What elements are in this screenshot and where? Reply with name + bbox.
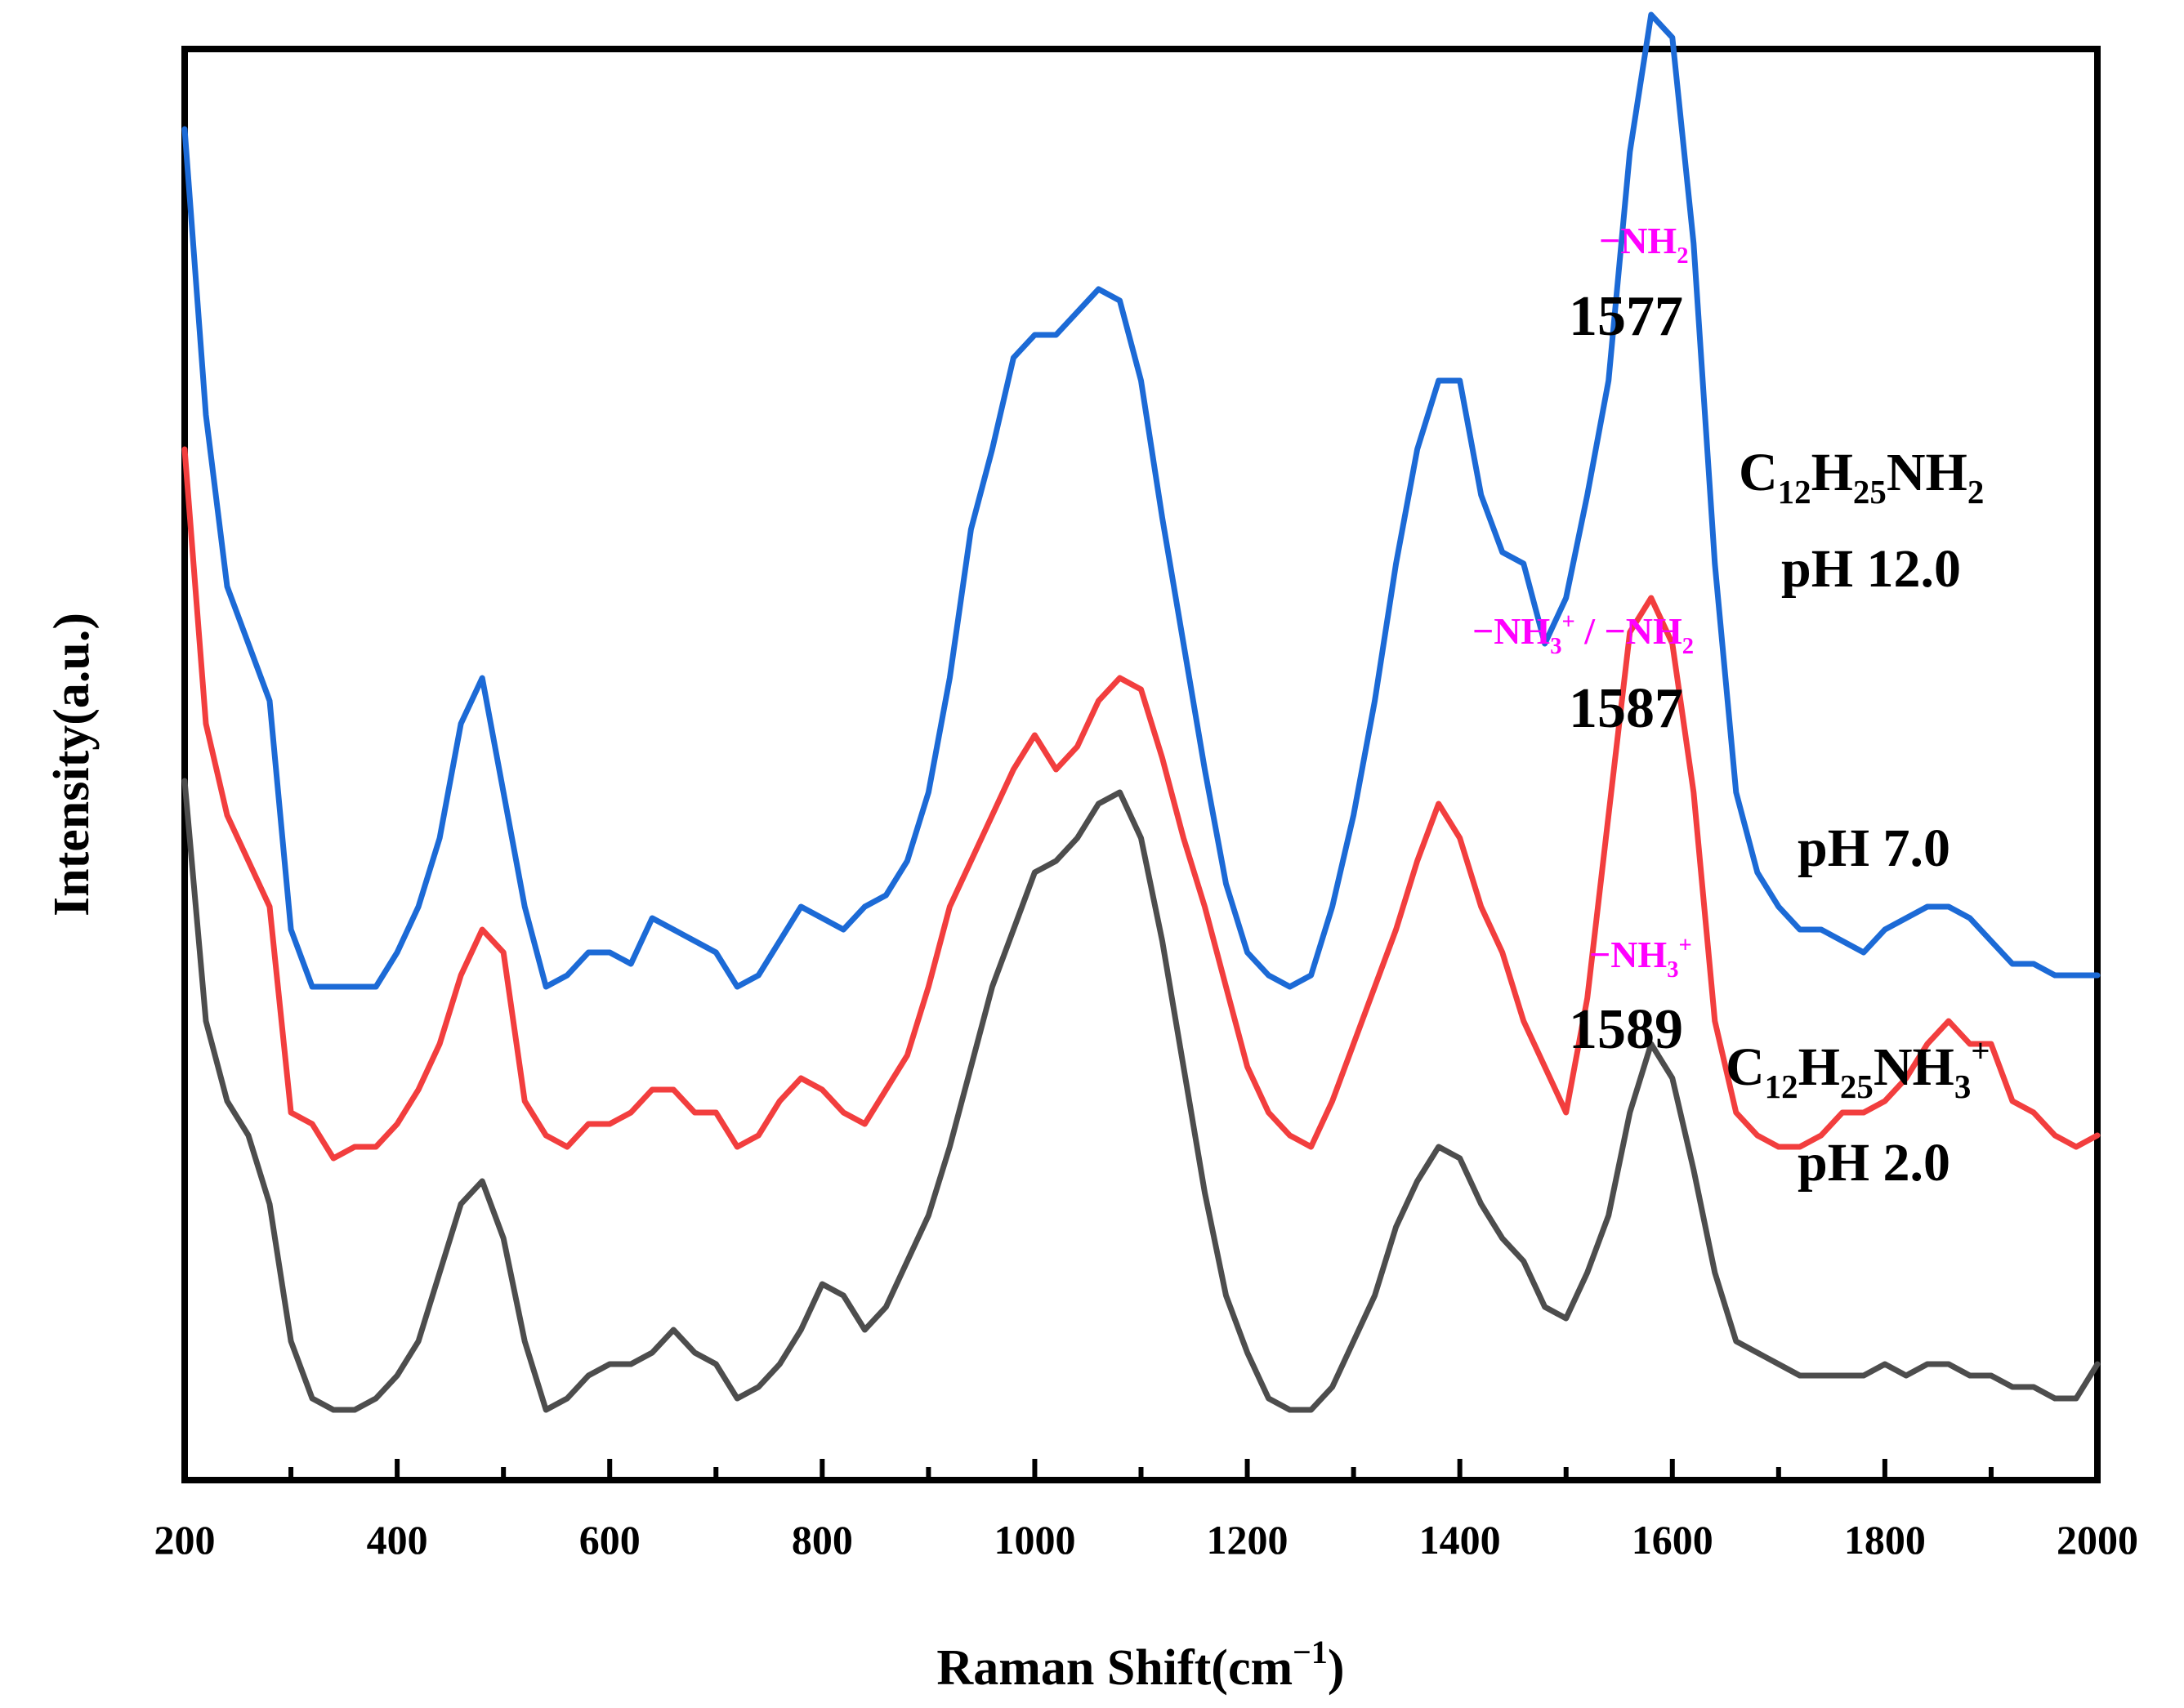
peak-label-gray: 1589 xyxy=(1569,998,1683,1061)
series-lines xyxy=(181,11,2101,1413)
formula-label-gray: C12H25NH3+ xyxy=(1726,1032,1990,1105)
x-tick-label-1400: 1400 xyxy=(1419,1517,1501,1563)
peak-label-blue: 1577 xyxy=(1569,285,1683,348)
x-tick-labels: 200 400 600 800 1000 1200 1400 1600 1800 2000 xyxy=(154,1517,2139,1563)
x-tick-label-2000: 2000 xyxy=(2057,1517,2138,1563)
formula-label-blue: C12H25NH2 xyxy=(1739,443,1984,511)
x-tick-label-400: 400 xyxy=(367,1517,428,1563)
x-ticks xyxy=(182,1459,2100,1480)
x-tick-label-1600: 1600 xyxy=(1632,1517,1713,1563)
x-tick-label-1200: 1200 xyxy=(1207,1517,1289,1563)
y-axis-title: Intensity(a.u.) xyxy=(44,613,100,916)
x-tick-label-1000: 1000 xyxy=(994,1517,1075,1563)
plot-frame xyxy=(181,46,2101,1483)
x-tick-label-800: 800 xyxy=(792,1517,853,1563)
assignment-label-blue: −NH2 xyxy=(1599,220,1688,269)
assignment-label-red: −NH3+ / −NH2 xyxy=(1472,609,1694,659)
assignment-label-gray: −NH3+ xyxy=(1589,933,1692,983)
ph-label-blue: pH 12.0 xyxy=(1781,539,1961,599)
x-tick-label-600: 600 xyxy=(579,1517,641,1563)
ph-label-gray: pH 2.0 xyxy=(1798,1133,1950,1193)
x-tick-label-1800: 1800 xyxy=(1844,1517,1926,1563)
peak-label-red: 1587 xyxy=(1569,677,1683,740)
series-line-1 xyxy=(181,446,2101,1162)
series-line-0 xyxy=(181,11,2101,990)
x-axis-title: Raman Shift(cm−1) xyxy=(936,1634,1344,1696)
ph-label-red: pH 7.0 xyxy=(1798,818,1950,878)
series-line-2 xyxy=(181,778,2101,1413)
x-tick-label-200: 200 xyxy=(154,1517,216,1563)
